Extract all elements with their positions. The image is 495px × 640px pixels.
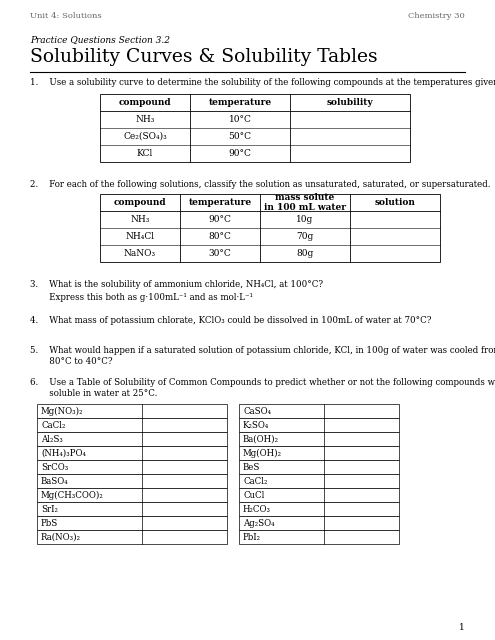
Text: CaSO₄: CaSO₄ xyxy=(243,406,271,415)
Text: 90°C: 90°C xyxy=(229,149,251,158)
Bar xyxy=(37,418,227,432)
Bar xyxy=(239,446,399,460)
Text: Mg(OH)₂: Mg(OH)₂ xyxy=(243,449,282,458)
Bar xyxy=(37,432,227,446)
Text: temperature: temperature xyxy=(189,198,251,207)
Text: solution: solution xyxy=(375,198,415,207)
Text: NH₃: NH₃ xyxy=(130,215,149,224)
Text: 30°C: 30°C xyxy=(208,249,231,258)
Text: Chemistry 30: Chemistry 30 xyxy=(408,12,465,20)
Text: K₂SO₄: K₂SO₄ xyxy=(243,420,269,429)
Text: 1.    Use a solubility curve to determine the solubility of the following compou: 1. Use a solubility curve to determine t… xyxy=(30,78,495,87)
Text: CaCl₂: CaCl₂ xyxy=(243,477,267,486)
Text: 80°C: 80°C xyxy=(208,232,232,241)
Bar xyxy=(239,488,399,502)
Text: mass solute
in 100 mL water: mass solute in 100 mL water xyxy=(264,193,346,212)
Bar xyxy=(239,460,399,474)
Text: soluble in water at 25°C.: soluble in water at 25°C. xyxy=(30,389,157,398)
Bar xyxy=(239,474,399,488)
Text: Ag₂SO₄: Ag₂SO₄ xyxy=(243,518,275,527)
Text: 4.    What mass of potassium chlorate, KClO₃ could be dissolved in 100mL of wate: 4. What mass of potassium chlorate, KClO… xyxy=(30,316,432,325)
Bar xyxy=(239,432,399,446)
Text: Practice Questions Section 3.2: Practice Questions Section 3.2 xyxy=(30,35,170,44)
Text: NH₃: NH₃ xyxy=(135,115,154,124)
Text: PbS: PbS xyxy=(41,518,58,527)
Bar xyxy=(37,488,227,502)
Bar xyxy=(239,530,399,544)
Text: CuCl: CuCl xyxy=(243,490,264,499)
Bar xyxy=(37,404,227,418)
Text: Express this both as g·100mL⁻¹ and as mol·L⁻¹: Express this both as g·100mL⁻¹ and as mo… xyxy=(30,293,253,302)
Text: 2.    For each of the following solutions, classify the solution as unsaturated,: 2. For each of the following solutions, … xyxy=(30,180,491,189)
Text: SrI₂: SrI₂ xyxy=(41,504,58,513)
Text: CaCl₂: CaCl₂ xyxy=(41,420,65,429)
Bar xyxy=(100,194,440,262)
Text: Al₂S₃: Al₂S₃ xyxy=(41,435,63,444)
Bar xyxy=(239,516,399,530)
Bar xyxy=(37,446,227,460)
Bar xyxy=(37,530,227,544)
Text: Unit 4: Solutions: Unit 4: Solutions xyxy=(30,12,101,20)
Text: solubility: solubility xyxy=(327,98,373,107)
Text: temperature: temperature xyxy=(208,98,272,107)
Text: Ra(NO₃)₂: Ra(NO₃)₂ xyxy=(41,532,81,541)
Bar xyxy=(37,460,227,474)
Text: Mg(CH₃COO)₂: Mg(CH₃COO)₂ xyxy=(41,490,104,500)
Text: Ce₂(SO₄)₃: Ce₂(SO₄)₃ xyxy=(123,132,167,141)
Text: SrCO₃: SrCO₃ xyxy=(41,463,68,472)
Text: 6.    Use a Table of Solubility of Common Compounds to predict whether or not th: 6. Use a Table of Solubility of Common C… xyxy=(30,378,495,387)
Text: compound: compound xyxy=(114,198,166,207)
Text: NaNO₃: NaNO₃ xyxy=(124,249,156,258)
Text: Ba(OH)₂: Ba(OH)₂ xyxy=(243,435,279,444)
Text: 3.    What is the solubility of ammonium chloride, NH₄Cl, at 100°C?: 3. What is the solubility of ammonium ch… xyxy=(30,280,323,289)
Text: 10°C: 10°C xyxy=(229,115,251,124)
Text: 50°C: 50°C xyxy=(229,132,251,141)
Text: 90°C: 90°C xyxy=(208,215,232,224)
Text: 1: 1 xyxy=(459,623,465,632)
Bar xyxy=(37,474,227,488)
Text: 70g: 70g xyxy=(297,232,314,241)
Bar xyxy=(239,404,399,418)
Bar xyxy=(100,94,410,162)
Text: 80g: 80g xyxy=(297,249,314,258)
Text: Mg(NO₃)₂: Mg(NO₃)₂ xyxy=(41,406,84,415)
Bar xyxy=(239,502,399,516)
Text: PbI₂: PbI₂ xyxy=(243,532,261,541)
Text: BeS: BeS xyxy=(243,463,260,472)
Text: 10g: 10g xyxy=(297,215,314,224)
Text: KCl: KCl xyxy=(137,149,153,158)
Bar xyxy=(37,516,227,530)
Text: H₂CO₃: H₂CO₃ xyxy=(243,504,271,513)
Text: 5.    What would happen if a saturated solution of potassium chloride, KCl, in 1: 5. What would happen if a saturated solu… xyxy=(30,346,495,355)
Text: compound: compound xyxy=(119,98,171,107)
Text: Solubility Curves & Solubility Tables: Solubility Curves & Solubility Tables xyxy=(30,48,378,66)
Text: (NH₄)₃PO₄: (NH₄)₃PO₄ xyxy=(41,449,86,458)
Text: 80°C to 40°C?: 80°C to 40°C? xyxy=(30,357,113,366)
Bar xyxy=(239,418,399,432)
Text: BaSO₄: BaSO₄ xyxy=(41,477,69,486)
Bar xyxy=(37,502,227,516)
Text: NH₄Cl: NH₄Cl xyxy=(126,232,154,241)
